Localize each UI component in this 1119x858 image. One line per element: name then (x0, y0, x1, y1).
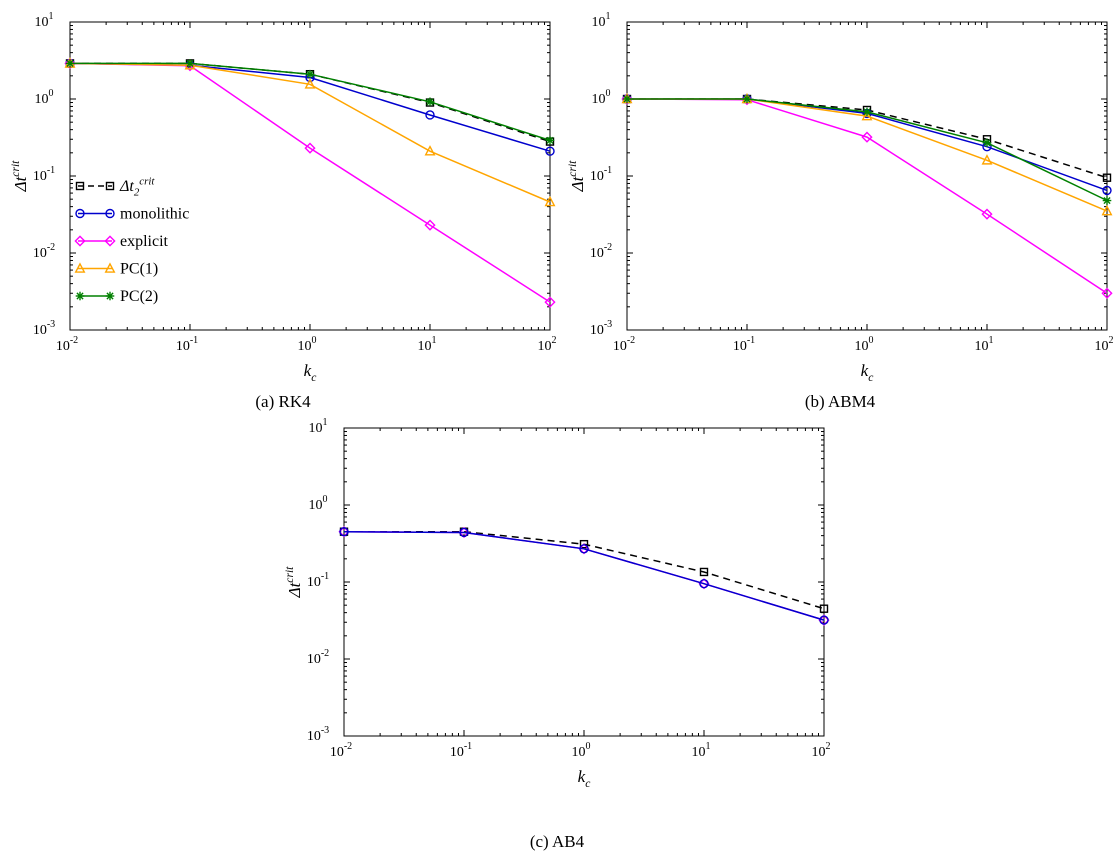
chart-rk4-svg: 10-2 10-1 100 101 10210-310-210-1100101kcΔtc… (9, 11, 557, 384)
y-axis-label: Δtcrit (283, 566, 304, 599)
legend-label: explicit (120, 233, 169, 250)
svg-text:10-1: 10-1 (450, 741, 472, 760)
x-axis-label: kc (578, 767, 592, 790)
svg-text:102: 102 (538, 335, 557, 354)
chart-ab4-svg: 10-2 10-1 100 101 10210-310-210-1100101kcΔtc… (283, 417, 831, 790)
svg-text:10-3: 10-3 (590, 319, 612, 338)
svg-text:10-2: 10-2 (330, 741, 352, 760)
svg-text:100: 100 (855, 335, 874, 354)
svg-text:10-1: 10-1 (307, 571, 329, 590)
svg-text:10-1: 10-1 (590, 165, 612, 184)
svg-text:100: 100 (298, 335, 317, 354)
series-pc(2) (622, 94, 1112, 205)
chart-rk4: 10-2 10-1 100 101 102 10-3 10-2 10-1 100 101 kc Δtc… (8, 8, 558, 386)
caption-c: (c) AB4 (529, 832, 585, 851)
svg-text:101: 101 (35, 11, 54, 30)
svg-text:102: 102 (1095, 335, 1114, 354)
svg-text:100: 100 (592, 88, 611, 107)
chart-ab4: 10-2 10-1 100 101 102 10-3 10-2 10-1 100 101 kc Δtc… (282, 414, 832, 792)
svg-text:10-2: 10-2 (590, 242, 612, 261)
svg-text:10-2: 10-2 (33, 242, 55, 261)
legend-label: PC(1) (120, 261, 158, 278)
svg-text:10-3: 10-3 (33, 319, 55, 338)
series-monolithic (339, 527, 829, 625)
legend-item-4: PC(2) (75, 288, 158, 305)
svg-text:101: 101 (309, 417, 328, 436)
svg-text:100: 100 (572, 741, 591, 760)
caption-b: (b) ABM4 (804, 392, 876, 411)
svg-text:100: 100 (35, 88, 54, 107)
svg-text:10-2: 10-2 (307, 648, 329, 667)
legend-item-3: PC(1) (74, 261, 158, 278)
chart-abm4-svg: 10-2 10-1 100 101 10210-310-210-1100101kcΔtc… (566, 11, 1114, 384)
svg-text:101: 101 (692, 741, 711, 760)
series-explicit (338, 526, 830, 626)
legend-label: PC(2) (120, 288, 158, 305)
legend-item-2: explicit (74, 233, 169, 250)
legend-label: Δt2crit (119, 175, 155, 198)
svg-text:10-1: 10-1 (733, 335, 755, 354)
svg-text:102: 102 (812, 741, 831, 760)
legend-item-0: Δt2crit (75, 175, 155, 199)
legend-item-1: monolithic (75, 206, 189, 223)
svg-text:101: 101 (592, 11, 611, 30)
svg-text:10-1: 10-1 (176, 335, 198, 354)
y-axis-label: Δtcrit (9, 160, 30, 193)
x-axis-label: kc (861, 361, 875, 384)
svg-text:10-2: 10-2 (613, 335, 635, 354)
svg-text:101: 101 (975, 335, 994, 354)
y-axis-label: Δtcrit (566, 160, 587, 193)
legend: Δt2crit monolithic explicit PC(1) PC(2) (74, 175, 189, 305)
legend-label: monolithic (120, 206, 189, 223)
caption-a: (a) RK4 (255, 392, 311, 411)
svg-text:10-3: 10-3 (307, 725, 329, 744)
chart-abm4: 10-2 10-1 100 101 102 10-3 10-2 10-1 100 101 kc Δtc… (565, 8, 1115, 386)
svg-text:100: 100 (309, 494, 328, 513)
series-pc(2) (65, 59, 555, 145)
series-explicit (621, 93, 1113, 299)
svg-text:10-1: 10-1 (33, 165, 55, 184)
x-axis-label: kc (304, 361, 318, 384)
svg-text:10-2: 10-2 (56, 335, 78, 354)
svg-text:101: 101 (418, 335, 437, 354)
